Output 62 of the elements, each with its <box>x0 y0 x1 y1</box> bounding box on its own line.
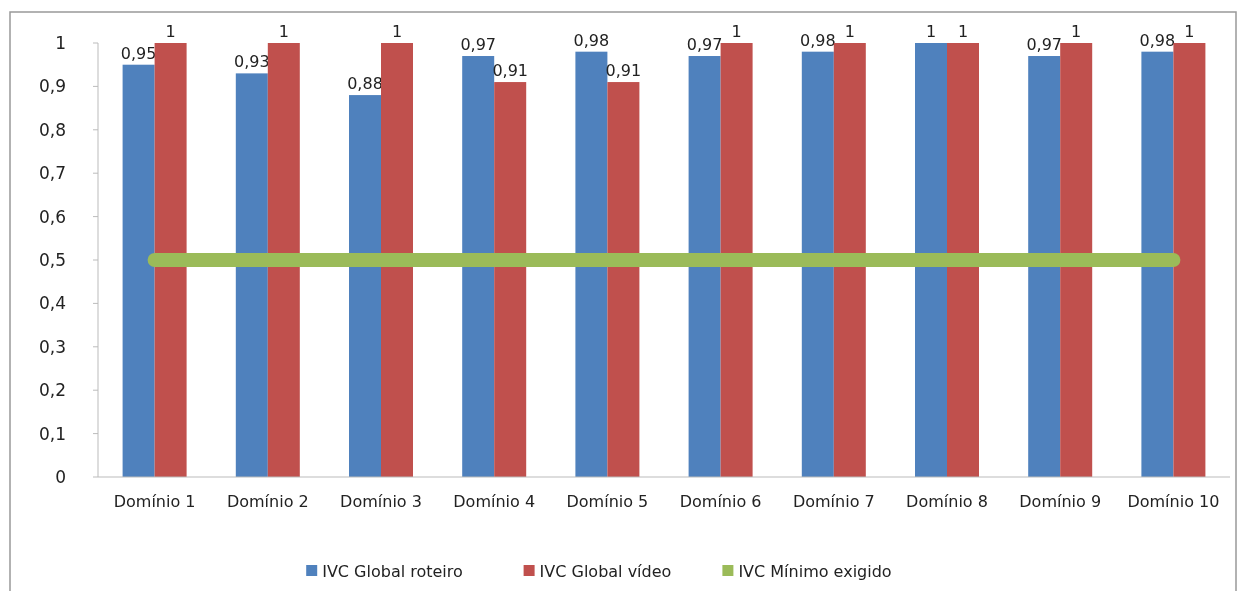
y-tick-label: 0,6 <box>38 206 66 227</box>
data-label: 0,97 <box>1026 35 1063 55</box>
y-tick-label: 0,5 <box>38 249 66 270</box>
x-tick-label: Domínio 7 <box>792 492 875 511</box>
data-label: 0,97 <box>460 35 497 55</box>
bar <box>915 43 947 477</box>
x-tick-label: Domínio 8 <box>906 492 988 511</box>
data-label: 1 <box>957 22 969 41</box>
bar <box>801 51 834 477</box>
bar <box>235 73 268 477</box>
bar <box>1173 43 1206 477</box>
data-label: 0,97 <box>686 35 723 55</box>
data-label: 1 <box>1071 22 1082 41</box>
data-label: 0,98 <box>573 30 610 50</box>
data-label: 1 <box>165 22 176 41</box>
data-label: 0,93 <box>233 52 270 72</box>
bar <box>947 43 979 477</box>
legend-label: IVC Mínimo exigido <box>738 561 892 581</box>
y-tick-label: 0,3 <box>38 336 66 357</box>
data-label: 1 <box>391 22 403 41</box>
bar <box>122 64 155 477</box>
x-tick-label: Domínio 5 <box>566 492 649 511</box>
data-label: 0,98 <box>1139 30 1176 50</box>
bar <box>1141 51 1174 477</box>
bar <box>575 51 608 477</box>
data-label: 1 <box>844 22 855 41</box>
x-tick-label: Domínio 4 <box>453 492 536 511</box>
data-label: 0,95 <box>120 43 157 63</box>
y-tick-label: 0,9 <box>38 76 66 97</box>
x-tick-label: Domínio 3 <box>340 492 422 511</box>
legend-label: IVC Global vídeo <box>539 561 672 581</box>
data-label: 1 <box>1184 22 1195 41</box>
bar <box>267 43 300 477</box>
bar <box>1028 56 1061 477</box>
y-tick-label: 1 <box>55 32 66 53</box>
x-tick-label: Domínio 2 <box>226 492 309 511</box>
y-tick-label: 0 <box>55 466 66 487</box>
legend-label: IVC Global roteiro <box>322 561 463 581</box>
bar <box>1060 43 1093 477</box>
data-label: 0,88 <box>347 74 383 94</box>
x-tick-label: Domínio 6 <box>679 492 762 511</box>
x-tick-label: Domínio 10 <box>1127 492 1220 511</box>
data-label: 0,98 <box>799 30 836 50</box>
bar <box>833 43 866 477</box>
bar <box>349 95 381 477</box>
bar <box>154 43 187 477</box>
bar <box>494 82 527 477</box>
bar <box>462 56 495 477</box>
y-tick-label: 0,4 <box>38 293 66 314</box>
data-label: 1 <box>925 22 937 41</box>
data-label: 1 <box>731 22 742 41</box>
data-label: 1 <box>278 22 289 41</box>
y-tick-label: 0,2 <box>38 380 66 401</box>
bar <box>720 43 753 477</box>
x-tick-label: Domínio 1 <box>113 492 196 511</box>
y-tick-label: 0,8 <box>38 119 66 140</box>
x-tick-label: Domínio 9 <box>1019 492 1102 511</box>
bar <box>688 56 721 477</box>
bar <box>381 43 413 477</box>
y-tick-label: 0,7 <box>38 163 66 184</box>
y-tick-label: 0,1 <box>38 423 66 444</box>
bar <box>607 82 640 477</box>
